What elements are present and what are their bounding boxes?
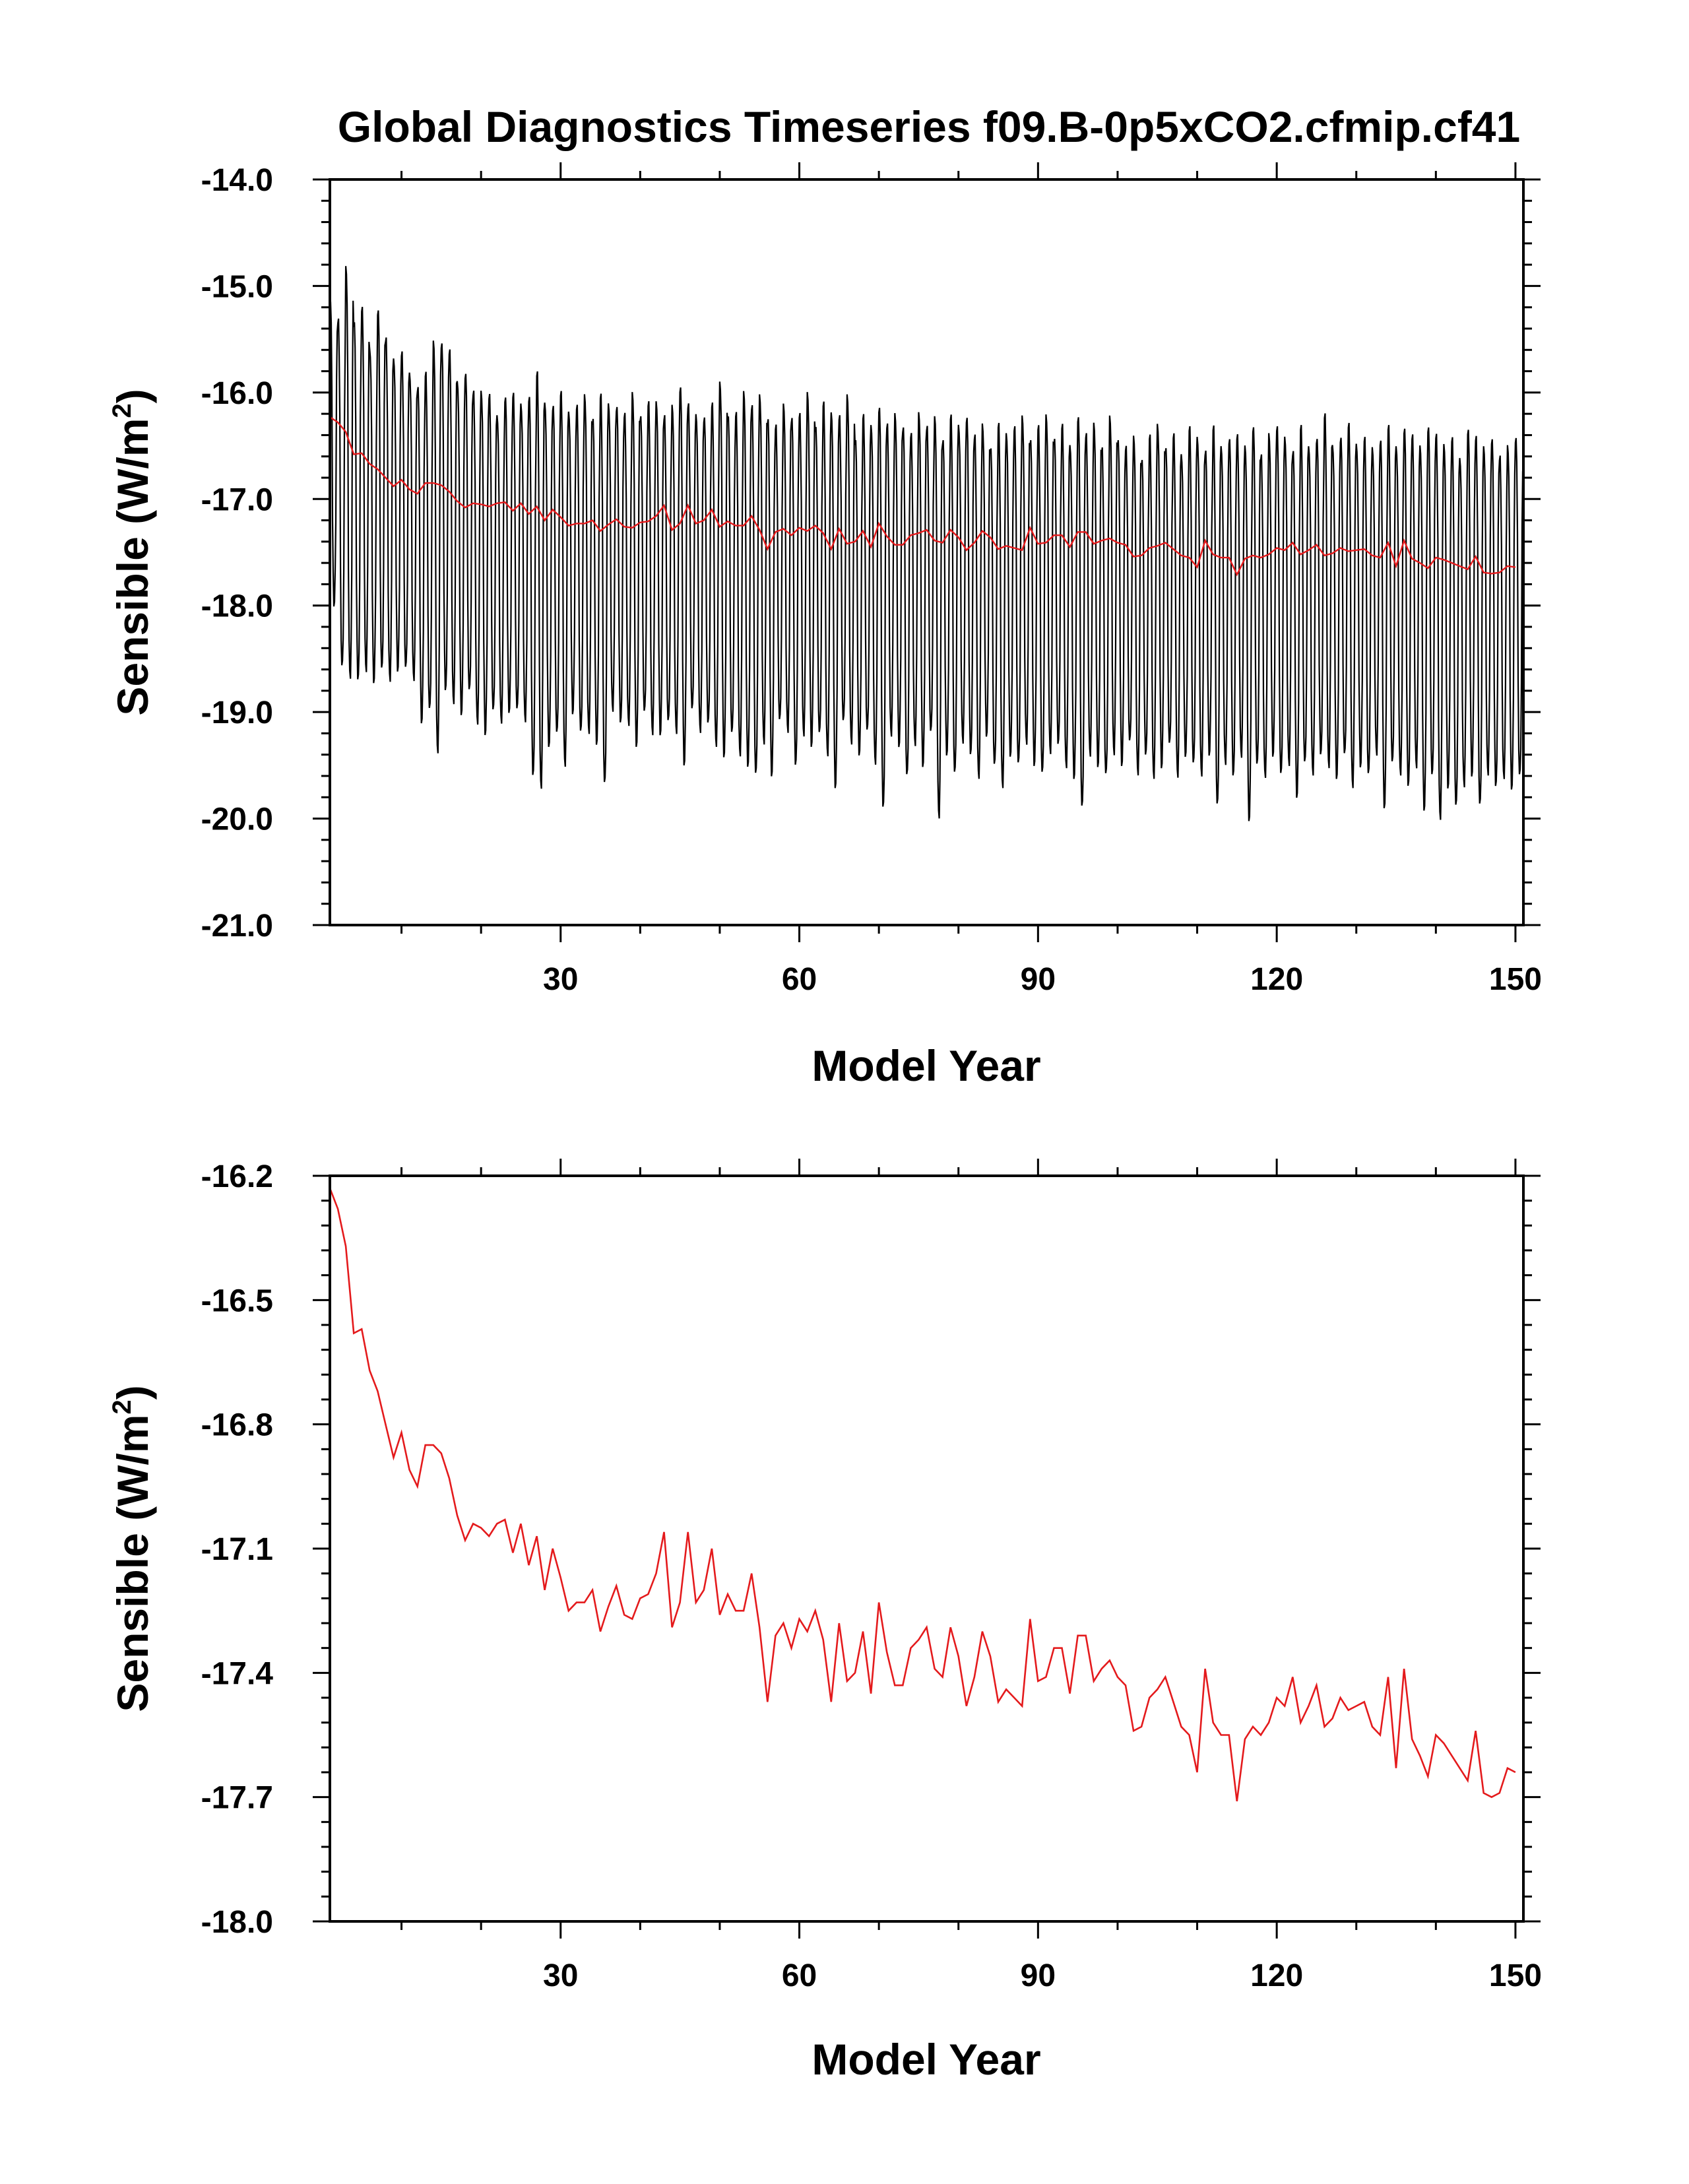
y-tick-labels: -14.0 -15.0 -16.0 -17.0 -18.0 -19.0 -20.… [201, 163, 273, 944]
x-tick-labels: 30 60 90 120 150 [543, 1958, 1542, 1993]
x-tick-label: 90 [1021, 962, 1056, 997]
series-annual-mean [329, 1188, 1516, 1802]
y-tick-label: -16.8 [201, 1408, 273, 1443]
y-axis-label-main: Sensible (W/m [108, 1415, 157, 1712]
plot-frame [329, 178, 1525, 926]
y-tick-label: -16.2 [201, 1159, 273, 1194]
x-axis-label: Model Year [812, 1041, 1040, 1090]
y-axis-label-close: ) [108, 389, 157, 403]
y-tick-label: -18.0 [201, 1905, 273, 1940]
x-tick-label: 60 [782, 962, 817, 997]
y-axis-label: Sensible (W/m2) [108, 389, 157, 715]
axis-ticks [313, 162, 1541, 942]
y-tick-label: -16.0 [201, 376, 273, 411]
x-tick-label: 120 [1250, 962, 1303, 997]
y-tick-label: -17.1 [201, 1532, 273, 1567]
figure-title: Global Diagnostics Timeseries f09.B-0p5x… [338, 102, 1520, 151]
y-axis-label-close: ) [108, 1385, 157, 1399]
x-tick-labels: 30 60 90 120 150 [543, 962, 1542, 997]
y-tick-label: -15.0 [201, 269, 273, 304]
y-tick-label: -17.4 [201, 1656, 274, 1691]
x-tick-label: 150 [1489, 1958, 1542, 1993]
y-axis-label-superscript: 2 [108, 1399, 137, 1414]
series-monthly [329, 266, 1524, 821]
x-tick-label: 30 [543, 1958, 578, 1993]
x-tick-label: 90 [1021, 1958, 1056, 1993]
y-axis-label-superscript: 2 [108, 403, 137, 418]
y-tick-labels: -16.2 -16.5 -16.8 -17.1 -17.4 -17.7 -18.… [201, 1159, 274, 1940]
y-tick-label: -19.0 [201, 695, 273, 730]
x-tick-label: 150 [1489, 962, 1542, 997]
y-tick-label: -20.0 [201, 802, 273, 837]
y-axis-label: Sensible (W/m2) [108, 1385, 157, 1712]
x-tick-label: 60 [782, 1958, 817, 1993]
y-tick-label: -18.0 [201, 589, 273, 624]
plot-frame [329, 1174, 1525, 1923]
panel-annual: -16.2 -16.5 -16.8 -17.1 -17.4 -17.7 -18.… [108, 1159, 1542, 2084]
y-tick-label: -17.0 [201, 482, 273, 517]
y-tick-label: -16.5 [201, 1283, 273, 1318]
x-axis-label: Model Year [812, 2035, 1040, 2084]
y-tick-label: -21.0 [201, 909, 273, 944]
y-axis-label-main: Sensible (W/m [108, 418, 157, 716]
y-tick-label: -14.0 [201, 163, 273, 198]
panel-monthly: -14.0 -15.0 -16.0 -17.0 -18.0 -19.0 -20.… [108, 162, 1542, 1090]
x-tick-label: 30 [543, 962, 578, 997]
y-tick-label: -17.7 [201, 1781, 273, 1816]
x-tick-label: 120 [1250, 1958, 1303, 1993]
axis-ticks [313, 1159, 1541, 1939]
series-annual-running-mean [329, 416, 1516, 577]
